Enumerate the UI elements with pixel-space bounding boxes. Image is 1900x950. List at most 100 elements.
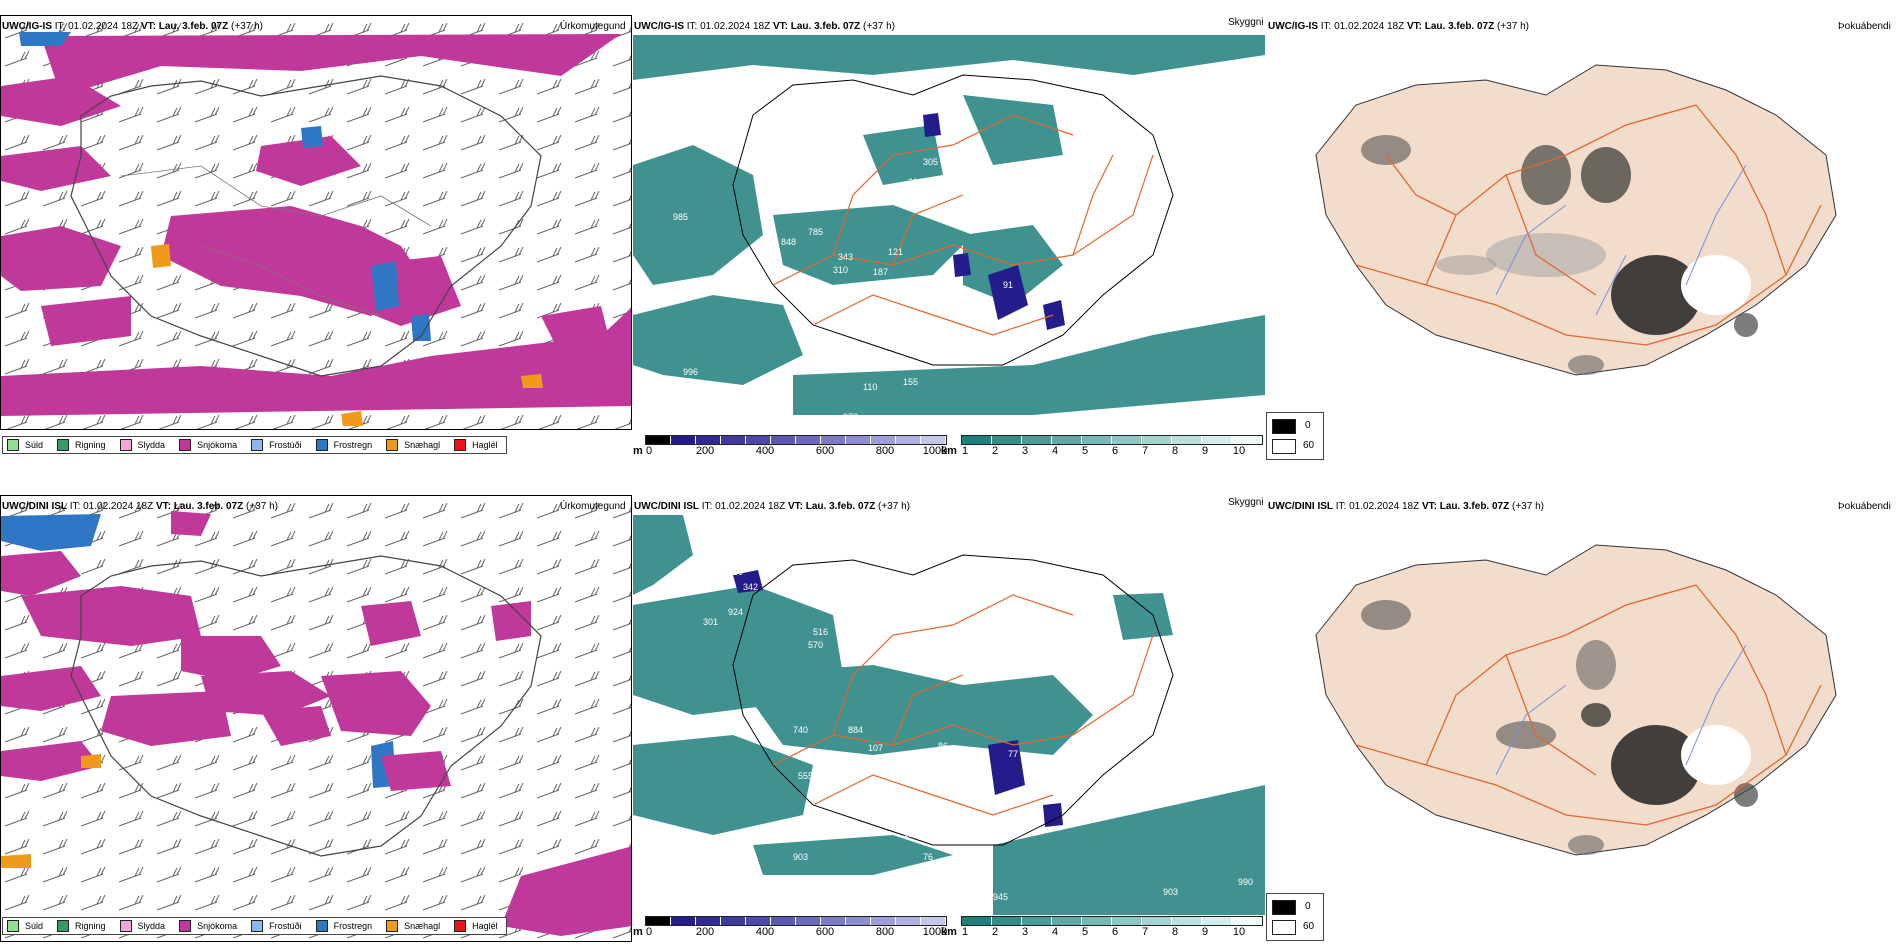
svg-text:343: 343 (838, 252, 853, 262)
legend-swatch (251, 439, 264, 451)
legend-swatch (454, 439, 467, 451)
legend-item: Rigning (57, 439, 106, 451)
m-unit: m (633, 926, 643, 938)
legend-swatch (119, 439, 132, 451)
legend-label: Rigning (75, 440, 106, 450)
header-top-fog: UWC/IG-IS IT: 01.02.2024 18Z VT: Lau. 3.… (1268, 21, 1529, 32)
fog-legend-light-swatch (1272, 439, 1296, 454)
svg-text:77: 77 (1008, 749, 1018, 759)
legend-item: Slydda (119, 439, 165, 451)
legend-swatch (251, 920, 264, 932)
svg-text:990: 990 (1238, 877, 1253, 887)
header-bottom-fog: UWC/DINI ISL IT: 01.02.2024 18Z VT: Lau.… (1268, 501, 1544, 512)
visibility-km-areas (633, 35, 1265, 415)
svg-text:190: 190 (828, 769, 843, 779)
km-scale-bar (961, 435, 1263, 445)
svg-text:91: 91 (1003, 280, 1013, 290)
legend-swatch (386, 920, 399, 932)
fog-legend-bottom: 0 60 (1266, 893, 1324, 941)
iceland-land (1315, 64, 1837, 376)
header-bottom-precip: UWC/DINI ISL IT: 01.02.2024 18Z VT: Lau.… (2, 501, 278, 512)
legend-item: Súld (7, 920, 43, 932)
svg-text:555: 555 (798, 771, 813, 781)
km-unit: km (941, 445, 957, 457)
precip-map-svg (1, 16, 631, 429)
svg-text:342: 342 (743, 582, 758, 592)
svg-text:187: 187 (873, 267, 888, 277)
legend-item: Frostregn (315, 439, 372, 451)
legend-swatch (57, 920, 70, 932)
visibility-map-top: 502 985 785 848 343 310 402 978 121 187 91 305… (633, 35, 1265, 430)
rivers (1495, 164, 1747, 316)
precip-type-map-bottom (0, 495, 632, 942)
road-network (772, 594, 1154, 816)
svg-text:107: 107 (868, 743, 883, 753)
svg-text:76: 76 (923, 852, 933, 862)
precip-legend-bottom: Súld Rigning Slydda Snjókoma Frostúði Frostre… (2, 917, 507, 935)
svg-text:430: 430 (728, 567, 743, 577)
visibility-colorbar-bottom: m km 0 200 400 600 800 1000 1 2 3 4 5 6 … (633, 916, 1265, 940)
legend-label: Súld (25, 440, 44, 450)
legend-swatch (57, 439, 70, 451)
svg-text:110: 110 (863, 382, 877, 392)
panel-title-visibility-top: Skyggni (1228, 17, 1264, 28)
fog-shading (1361, 135, 1758, 375)
legend-label: Haglél (472, 921, 498, 931)
svg-text:785: 785 (808, 227, 823, 237)
svg-text:996: 996 (683, 367, 698, 377)
legend-label: Rigning (75, 921, 106, 931)
legend-label: Slydda (137, 921, 166, 931)
header-bottom-visibility: UWC/DINI ISL IT: 01.02.2024 18Z VT: Lau.… (634, 501, 910, 512)
svg-text:155: 155 (903, 377, 918, 387)
legend-swatch (315, 439, 328, 451)
svg-text:924: 924 (728, 607, 743, 617)
legend-swatch (179, 439, 192, 451)
legend-label: Snæhagl (404, 440, 441, 450)
svg-text:216: 216 (908, 177, 923, 187)
legend-item: Slydda (119, 920, 166, 932)
coastline (70, 75, 542, 377)
precip-legend-top: Súld Rigning Slydda Snjókoma Frostúði Frostre… (2, 436, 507, 454)
fog-index-map-top (1266, 35, 1900, 430)
visibility-km-areas (633, 515, 1265, 915)
svg-text:570: 570 (808, 640, 823, 650)
panel-title-fog-top: Þokuábendi (1838, 21, 1891, 32)
snow-pellets-areas (151, 244, 543, 426)
legend-item: Snæhagl (386, 920, 440, 932)
km-unit: km (941, 926, 957, 938)
visibility-low-areas (923, 113, 1065, 330)
legend-item: Súld (7, 439, 43, 451)
legend-swatch (7, 439, 19, 451)
svg-text:945: 945 (993, 892, 1008, 902)
m-unit: m (633, 445, 643, 457)
svg-text:985: 985 (673, 212, 688, 222)
legend-label: Snjókoma (197, 921, 238, 931)
header-top-visibility: UWC/IG-IS IT: 01.02.2024 18Z VT: Lau. 3.… (634, 21, 895, 32)
fog-legend-dark-label: 0 (1305, 420, 1311, 431)
svg-text:973: 973 (843, 412, 858, 422)
svg-text:502: 502 (788, 185, 803, 195)
legend-label: Snjókoma (197, 440, 238, 450)
legend-item: Snjókoma (179, 920, 237, 932)
fog-legend-dark-swatch (1272, 900, 1296, 915)
svg-text:740: 740 (793, 725, 808, 735)
freezing-rain-areas (19, 32, 431, 341)
visibility-low-areas (733, 570, 1063, 827)
legend-swatch (179, 920, 192, 932)
fog-legend-light-label: 60 (1303, 921, 1315, 932)
svg-text:197: 197 (913, 192, 928, 202)
legend-item: Frostúði (251, 439, 302, 451)
snow-areas (1, 34, 631, 416)
svg-text:305: 305 (923, 157, 938, 167)
fog-legend-top: 0 60 (1266, 412, 1324, 460)
svg-text:550: 550 (918, 759, 933, 769)
panel-title-visibility-bottom: Skyggni (1228, 497, 1264, 508)
svg-text:903: 903 (793, 852, 808, 862)
svg-text:884: 884 (848, 725, 863, 735)
svg-text:132: 132 (903, 829, 918, 839)
fog-shading (1361, 600, 1758, 855)
km-scale-bar (961, 916, 1263, 926)
legend-swatch (119, 920, 132, 932)
road-network (1355, 584, 1822, 826)
